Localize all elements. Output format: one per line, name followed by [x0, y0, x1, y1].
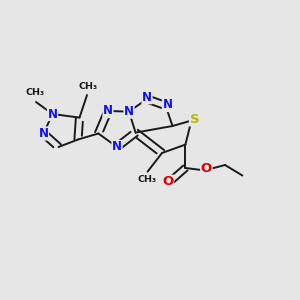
Text: N: N — [142, 91, 152, 104]
Text: N: N — [112, 140, 122, 154]
Text: CH₃: CH₃ — [137, 176, 157, 184]
Text: N: N — [38, 127, 49, 140]
Text: CH₃: CH₃ — [26, 88, 45, 98]
Text: N: N — [47, 107, 58, 121]
Text: N: N — [162, 98, 172, 112]
Text: O: O — [201, 162, 212, 175]
Text: CH₃: CH₃ — [79, 82, 98, 91]
Text: N: N — [124, 105, 134, 118]
Text: N: N — [103, 104, 113, 118]
Text: O: O — [162, 175, 174, 188]
Text: S: S — [190, 113, 199, 126]
